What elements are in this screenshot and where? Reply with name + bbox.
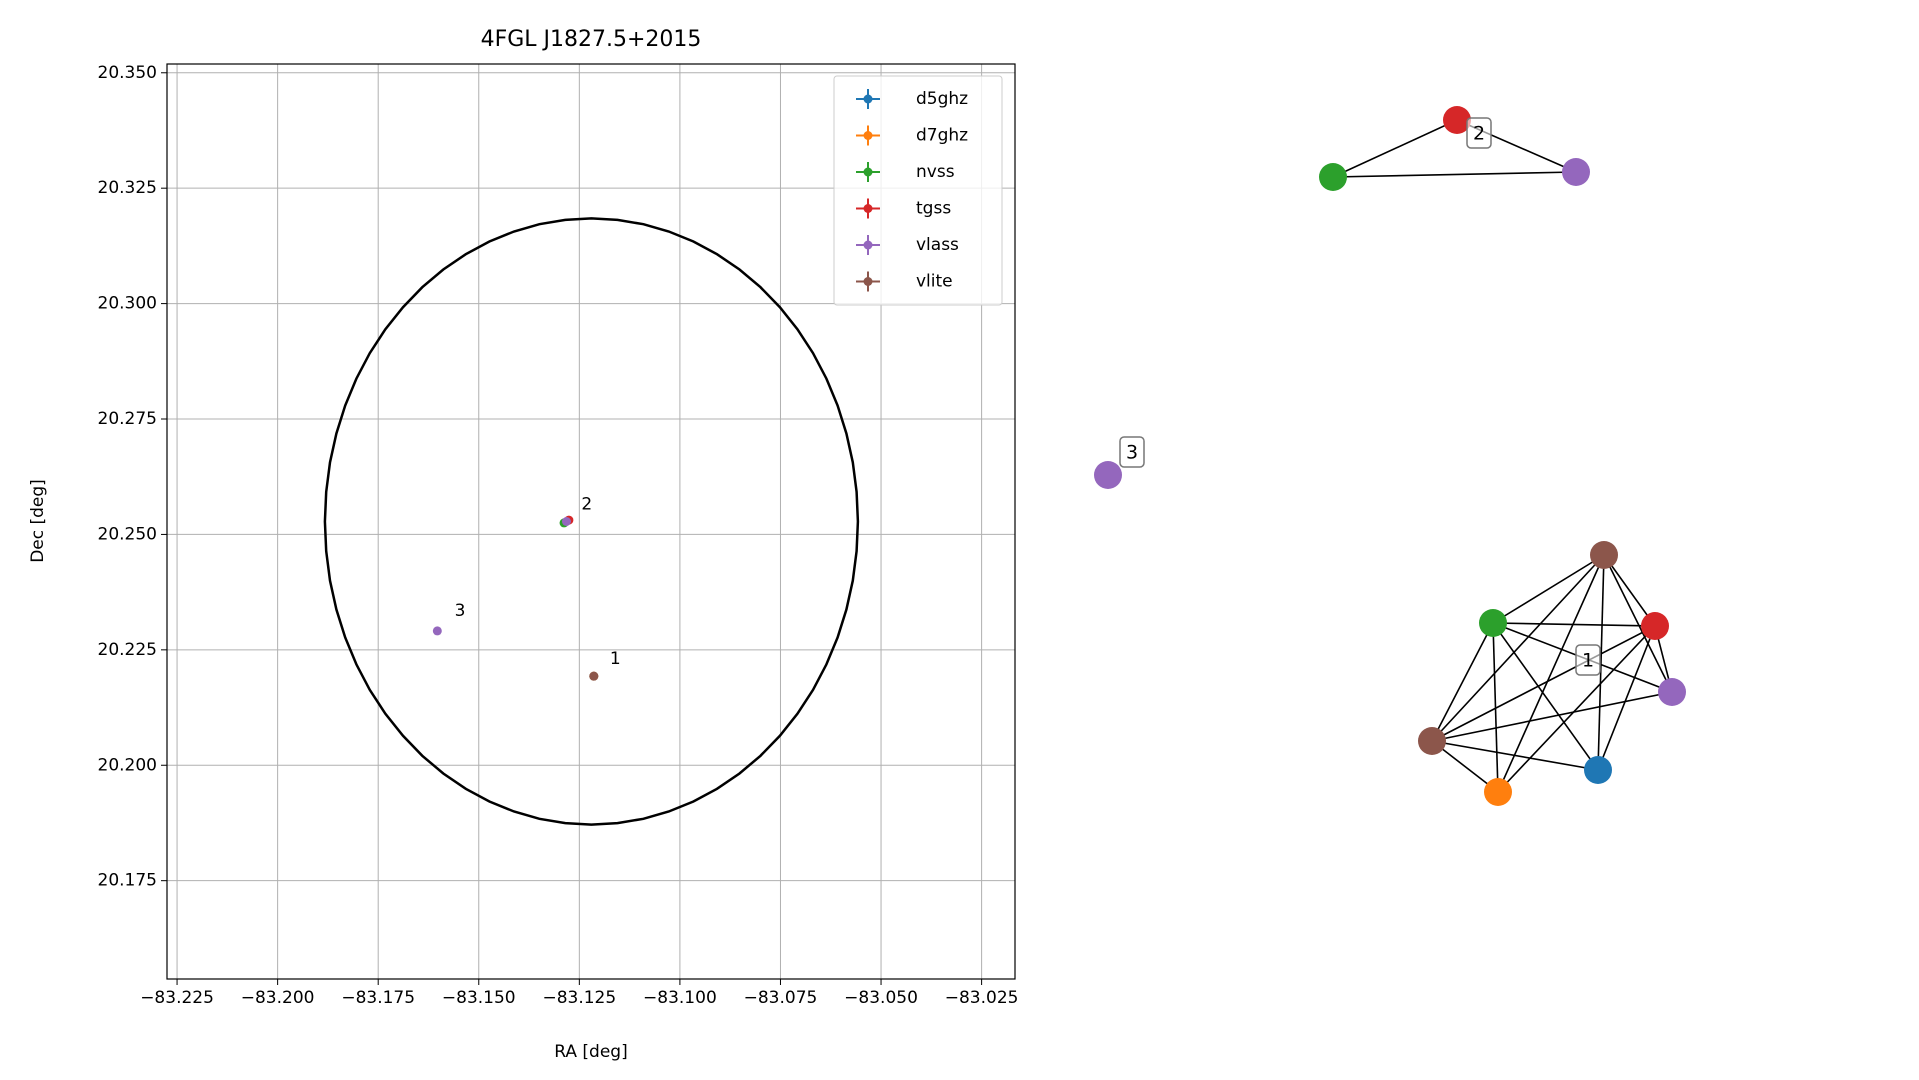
y-tick-label: 20.275 [98,409,157,429]
graph-node [1641,612,1669,640]
annotation: 2 [581,494,592,514]
graph-node [1479,609,1507,637]
x-tick-label: −83.200 [241,988,315,1008]
legend-marker [863,277,873,286]
cluster-label-box [1119,436,1145,468]
annotation: 3 [455,601,466,621]
legend-label: vlass [916,235,959,255]
graph-edge [1431,554,1605,742]
legend-label: d7ghz [916,126,968,146]
x-axis-label: RA [deg] [554,1042,627,1062]
error-ellipse [323,217,860,826]
legend-box [833,75,1003,306]
graph-edge [1497,625,1656,793]
graph-edge [1497,554,1605,793]
graph-edge [1431,740,1599,771]
legend-marker [863,167,873,177]
chart-title: 4FGL J1827.5+2015 [481,27,702,52]
cluster-label: 3 [1126,442,1138,464]
graph-edge [1492,622,1599,771]
graph-edge [1492,622,1656,627]
x-tick-label: −83.225 [140,988,214,1008]
y-tick-label: 20.200 [98,755,157,775]
graph-edge [1431,691,1673,742]
graph-node [1658,678,1686,706]
data-point [561,517,571,526]
legend-label: tgss [916,199,951,219]
graph-node [1484,778,1512,806]
x-tick-label: −83.075 [744,988,818,1008]
y-tick-label: 20.175 [98,871,157,891]
graph-edge [1492,554,1605,624]
x-tick-label: −83.025 [945,988,1019,1008]
data-point [432,626,442,636]
graph-node [1562,158,1590,186]
graph-edge [1332,171,1577,178]
x-tick-label: −83.150 [442,988,516,1008]
graph-edge [1332,119,1458,178]
cluster-label: 2 [1473,123,1485,145]
graph-node [1094,461,1122,489]
x-tick-label: −83.175 [341,988,415,1008]
x-tick-label: −83.125 [542,988,616,1008]
y-axis-label: Dec [deg] [28,479,48,563]
data-point [589,671,599,681]
graph-edge [1431,625,1656,742]
cluster-label-box [1466,117,1492,149]
graph-edge [1603,554,1673,693]
graph-node [1443,106,1471,134]
legend-marker [863,94,873,104]
y-tick-label: 20.325 [98,178,157,198]
y-tick-label: 20.350 [98,63,157,83]
x-tick-label: −83.100 [643,988,717,1008]
cluster-label: 1 [1582,650,1594,672]
y-tick-label: 20.300 [98,294,157,314]
y-tick-label: 20.250 [98,524,157,544]
legend-label: nvss [916,162,955,182]
legend-marker [863,240,873,250]
legend-marker [863,131,873,140]
graph-node [1584,756,1612,784]
graph-edge [1597,625,1656,771]
legend-marker [863,204,873,213]
cluster-label-box [1575,644,1601,676]
annotation: 1 [610,649,621,669]
legend-label: vlite [916,272,953,292]
graph-node [1319,163,1347,191]
graph-node [1418,727,1446,755]
y-tick-label: 20.225 [98,640,157,660]
x-tick-label: −83.050 [844,988,918,1008]
graph-edge [1597,554,1605,771]
graph-edge [1603,554,1656,627]
graph-node [1590,541,1618,569]
graph-edge [1431,622,1494,742]
plot-frame [166,63,1016,980]
legend-label: d5ghz [916,89,968,109]
